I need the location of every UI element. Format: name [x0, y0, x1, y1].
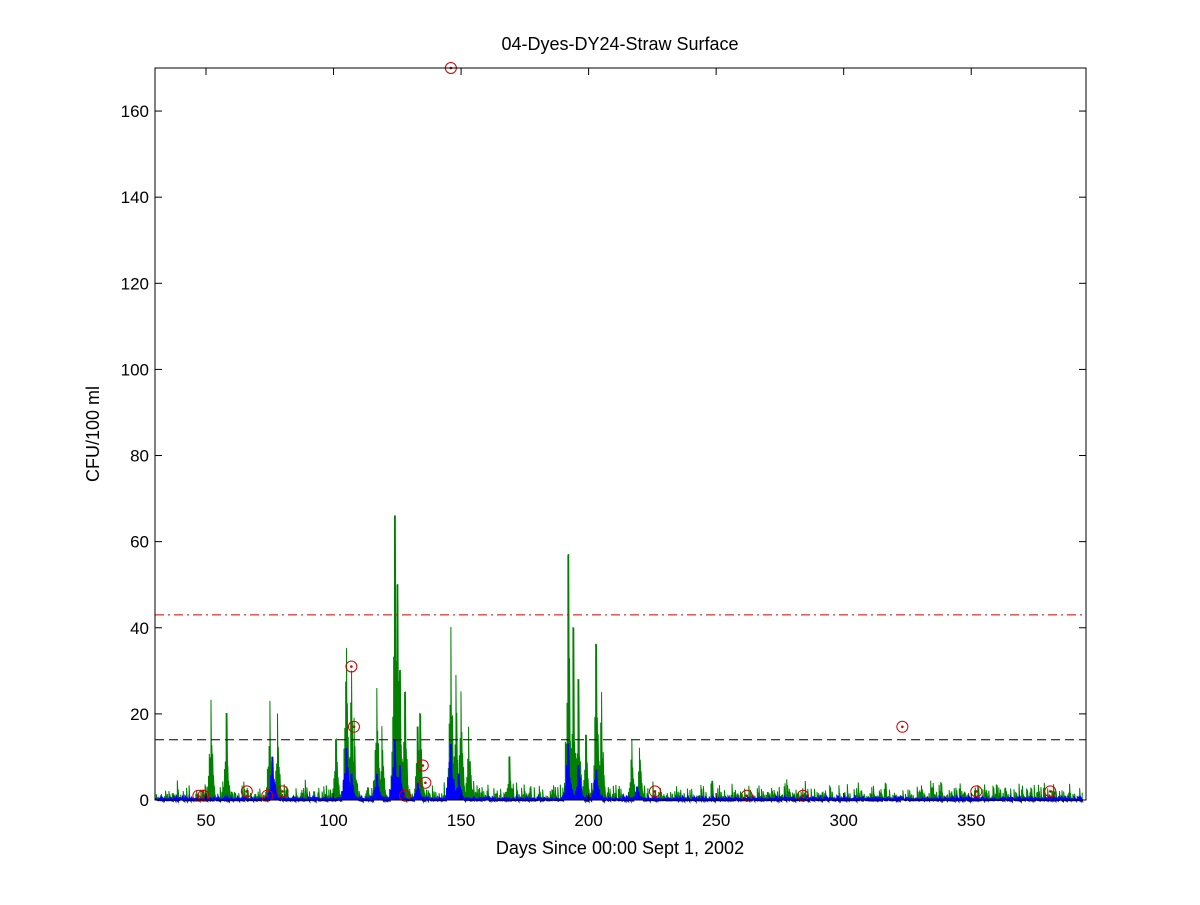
chart-title: 04-Dyes-DY24-Straw Surface	[501, 34, 738, 54]
x-tick-label: 300	[829, 811, 857, 830]
sample-point-marker	[240, 785, 253, 798]
sample-point-dot	[975, 790, 978, 793]
y-axis-label: CFU/100 ml	[83, 386, 103, 482]
sample-point-marker	[970, 785, 983, 798]
y-tick-label: 100	[121, 360, 149, 379]
sample-point-marker	[1044, 785, 1057, 798]
x-tick-label: 200	[574, 811, 602, 830]
sample-point-dot	[901, 725, 904, 729]
sample-point-ring	[419, 776, 432, 789]
sample-point-marker	[261, 789, 274, 802]
x-tick-label: 350	[957, 811, 985, 830]
sample-point-ring	[261, 789, 274, 802]
y-tick-label: 140	[121, 188, 149, 207]
green-series-line	[155, 515, 1083, 802]
sample-point-ring	[197, 789, 210, 802]
sample-point-marker	[419, 776, 432, 789]
y-tick-label: 80	[130, 447, 149, 466]
sample-point-ring	[416, 759, 429, 772]
sample-point-marker	[796, 789, 809, 802]
sample-point-marker	[740, 789, 753, 802]
sample-point-ring	[276, 785, 289, 798]
sample-point-marker	[398, 789, 411, 802]
sample-point-ring	[796, 789, 809, 802]
sample-point-dot	[265, 794, 269, 797]
y-tick-label: 120	[121, 274, 149, 293]
x-tick-label: 150	[447, 811, 475, 830]
sample-point-dot	[245, 790, 249, 793]
axis-ticks: 50 100 150 200 250 300 350 0 20 40 60 80 100 120 140 16…	[121, 68, 1086, 830]
sample-point-dot	[350, 665, 353, 668]
sample-point-ring	[398, 789, 411, 802]
sample-point-marker	[416, 759, 429, 772]
sample-point-ring	[240, 785, 253, 798]
sample-point-ring	[740, 789, 753, 802]
y-tick-label: 160	[121, 102, 149, 121]
sample-point-dot	[424, 781, 427, 785]
y-tick-label: 60	[130, 533, 149, 552]
y-tick-label: 40	[130, 619, 149, 638]
sample-point-marker	[345, 660, 358, 673]
sample-point-dot	[421, 764, 425, 767]
sample-point-ring	[970, 785, 983, 798]
plot-frame	[154, 67, 1087, 801]
sample-point-dot	[745, 794, 749, 797]
sample-point-ring	[347, 720, 360, 733]
y-tick-label: 0	[140, 791, 149, 810]
sample-point-marker	[347, 720, 360, 733]
sample-point-dot	[801, 794, 805, 797]
sample-point-ring	[896, 720, 909, 733]
sample-point-dot	[1048, 790, 1052, 793]
sample-point-marker	[276, 785, 289, 798]
sample-point-ring	[648, 785, 661, 798]
sample-point-dot	[653, 790, 657, 793]
x-tick-label: 250	[702, 811, 730, 830]
x-axis-label: Days Since 00:00 Sept 1, 2002	[496, 838, 744, 858]
sample-point-dot	[202, 794, 205, 797]
sample-point-ring	[1044, 785, 1057, 798]
sample-point-ring	[345, 660, 358, 673]
sample-point-dot	[403, 794, 407, 797]
x-tick-label: 100	[319, 811, 347, 830]
plot-marks	[155, 62, 1086, 804]
sample-point-dot	[352, 725, 356, 729]
x-tick-label: 50	[197, 811, 216, 830]
sample-point-marker	[197, 789, 210, 802]
y-tick-label: 20	[130, 705, 149, 724]
sample-point-marker	[896, 720, 909, 733]
sample-point-dot	[281, 790, 284, 793]
sample-point-marker	[648, 785, 661, 798]
